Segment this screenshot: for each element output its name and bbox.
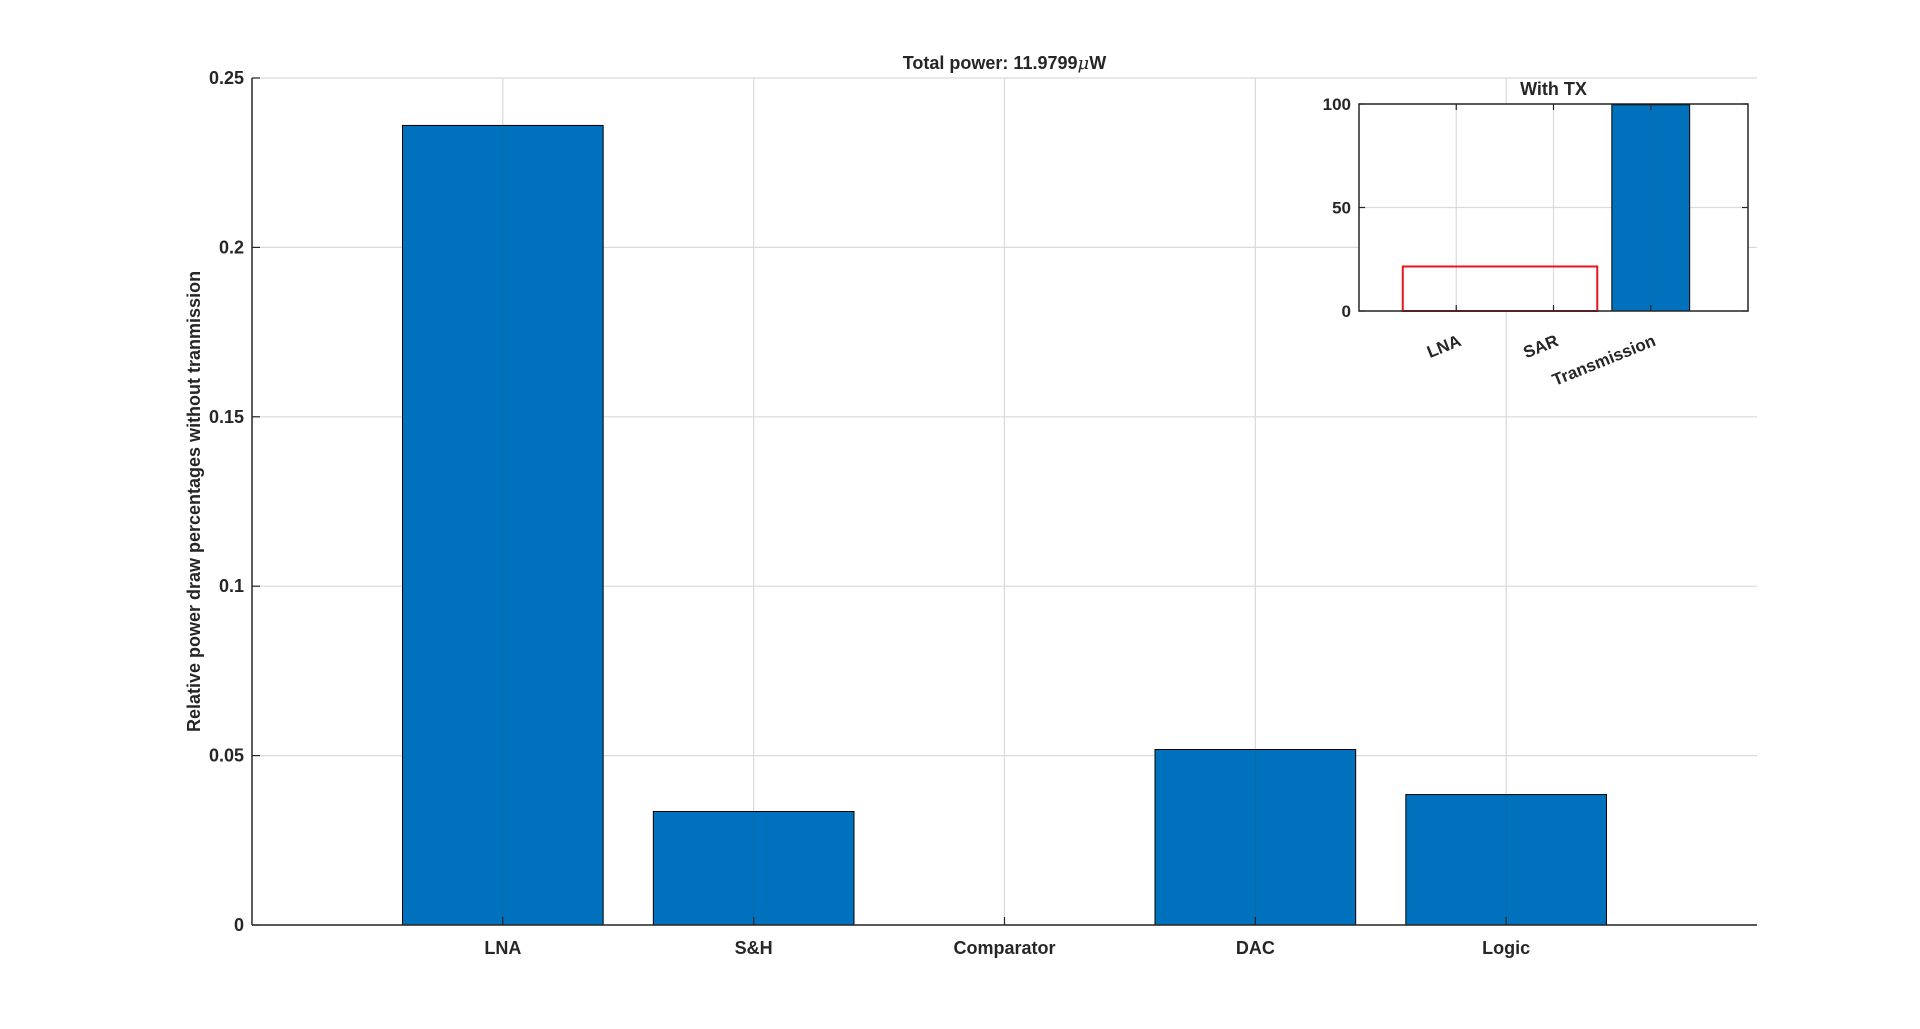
inset-y-tick-labels: 0 50 100: [1323, 95, 1351, 321]
x-tick-label: S&H: [735, 938, 773, 958]
y-tick-label: 0.15: [209, 407, 244, 427]
x-tick-label: Logic: [1482, 938, 1530, 958]
y-tick-label: 100: [1323, 95, 1351, 114]
x-tick-label: LNA: [484, 938, 521, 958]
bar-dac: [1154, 749, 1357, 926]
main-y-tick-labels: 0 0.05 0.1 0.15 0.2 0.25: [209, 68, 244, 935]
chart-title-mu: μ: [1078, 53, 1090, 74]
bar-transmission: [1611, 104, 1691, 312]
bar-lna: [402, 124, 604, 926]
y-tick-label: 0: [234, 915, 244, 935]
main-axes: [251, 77, 1757, 926]
y-tick-label: 0.1: [219, 576, 244, 596]
y-tick-label: 50: [1332, 199, 1351, 218]
bar-logic: [1405, 794, 1608, 926]
y-tick-label: 0: [1342, 302, 1351, 321]
chart-title-prefix: Total power: 11.9799: [903, 53, 1078, 73]
chart-title: Total power: 11.9799μW: [903, 53, 1106, 74]
y-tick-label: 0.05: [209, 746, 244, 766]
main-x-tick-labels: LNA S&H Comparator DAC Logic: [484, 938, 1530, 958]
y-tick-label: 0.25: [209, 68, 244, 88]
main-bars: [402, 124, 1608, 926]
bar-s-h: [652, 811, 855, 926]
x-tick-label: Comparator: [953, 938, 1055, 958]
x-tick-label: DAC: [1236, 938, 1275, 958]
y-axis-label: Relative power draw percentages without …: [184, 271, 204, 732]
chart-title-suffix: W: [1089, 53, 1106, 73]
inset-axes: [1358, 103, 1749, 312]
inset-title: With TX: [1520, 79, 1587, 99]
y-tick-label: 0.2: [219, 237, 244, 257]
